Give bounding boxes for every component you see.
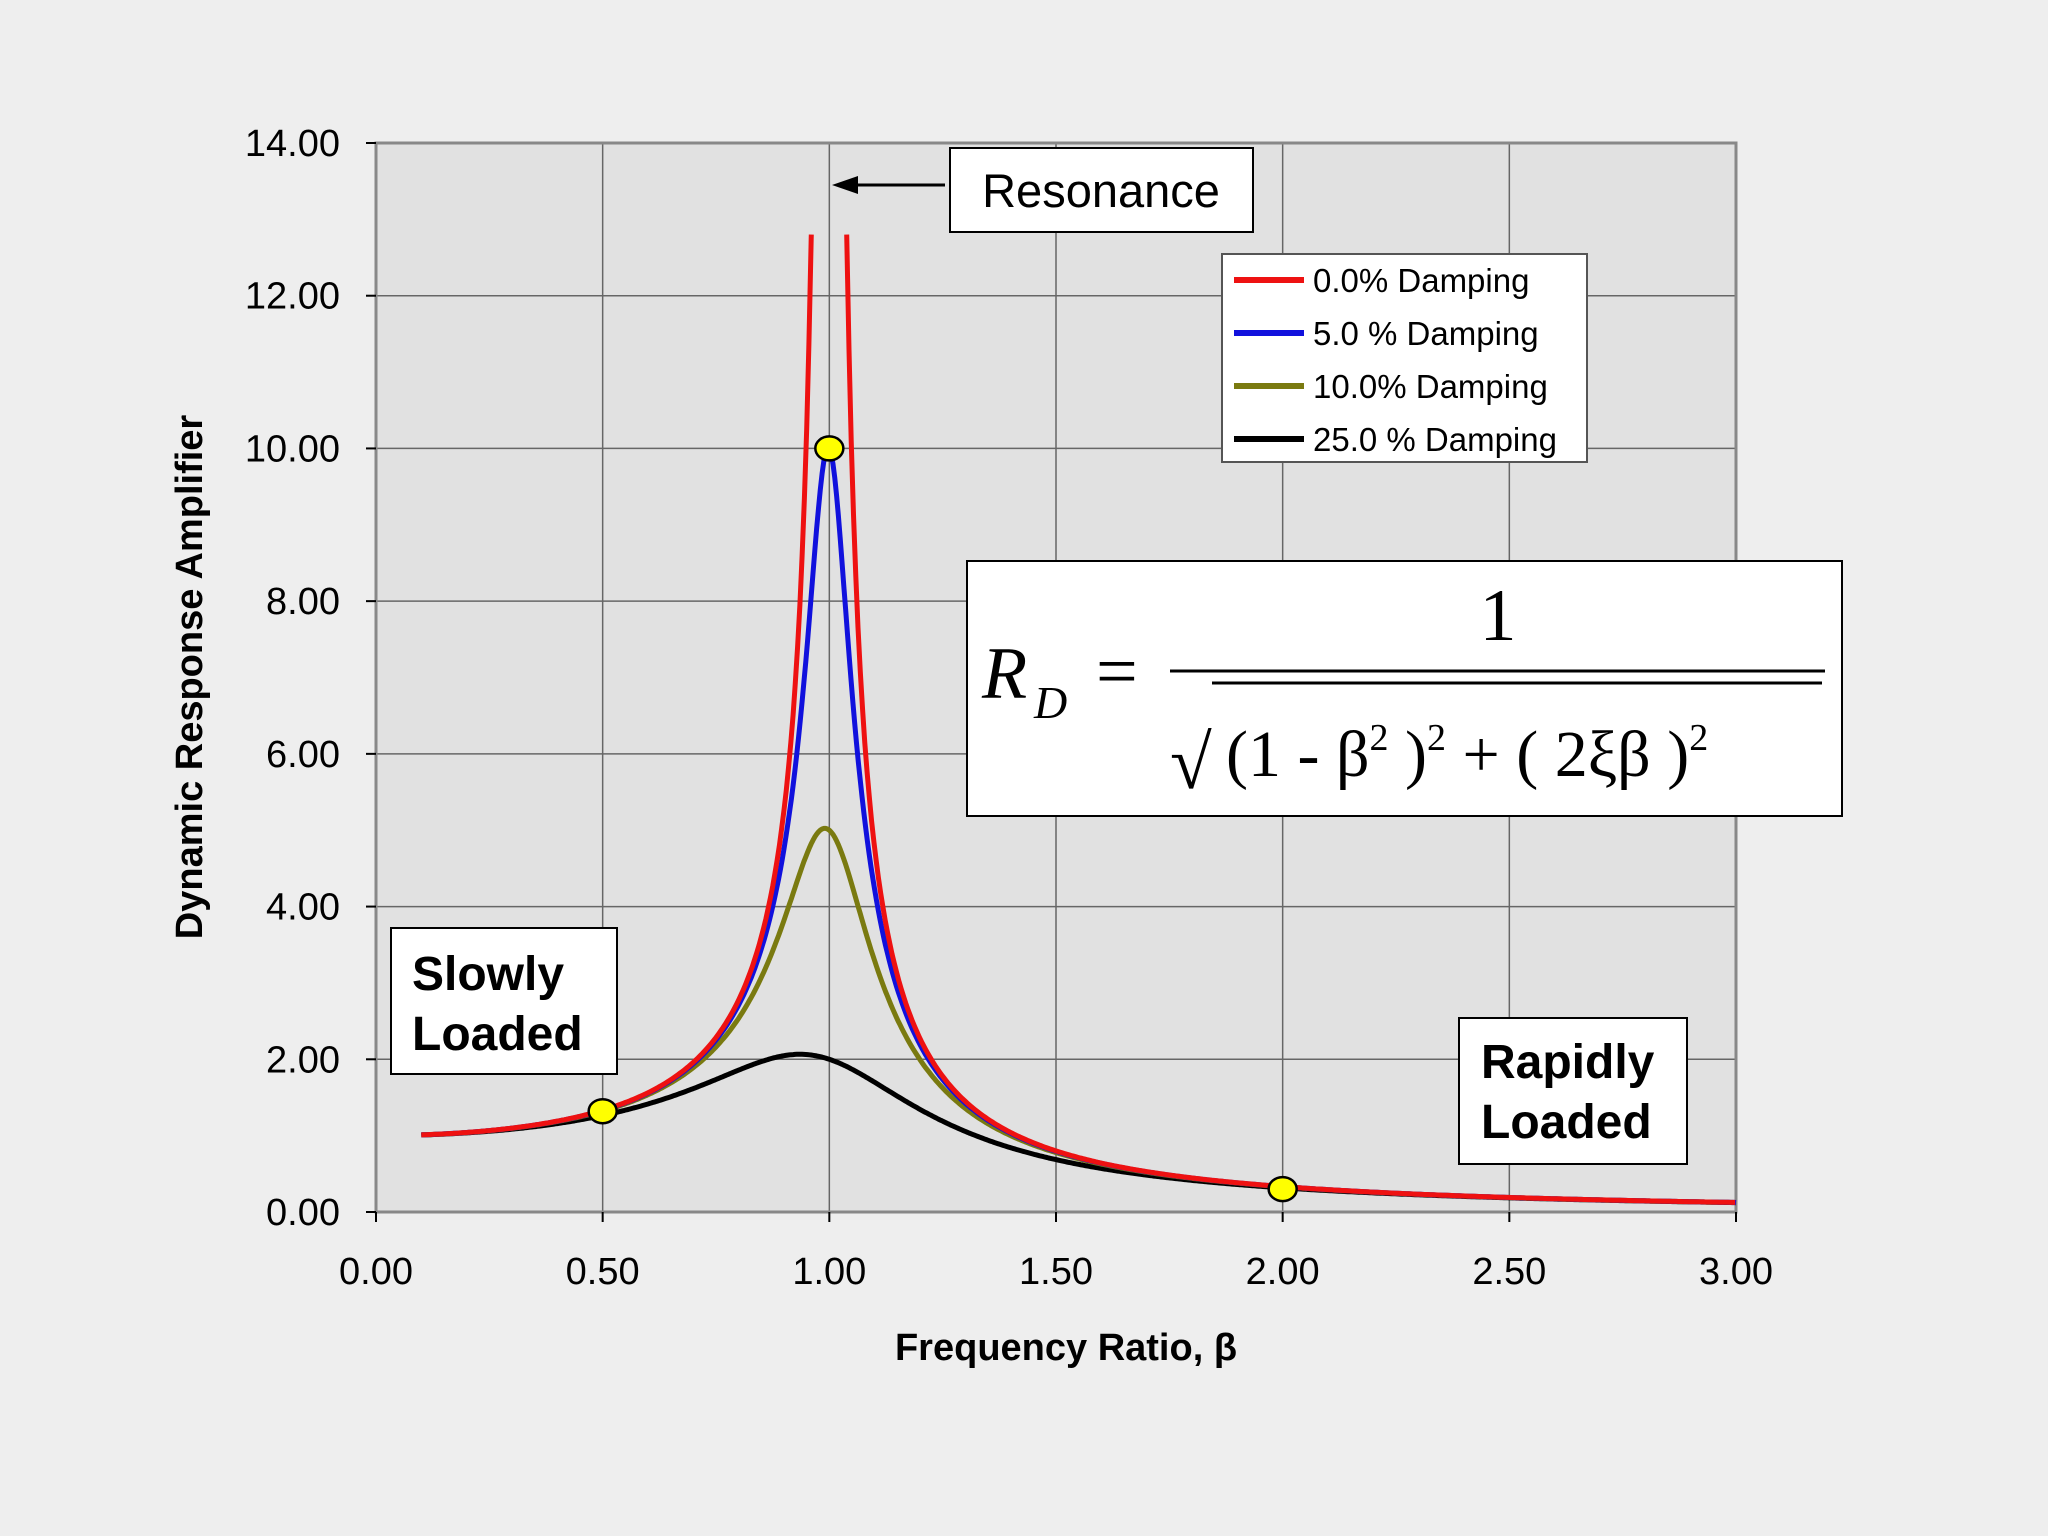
legend-label-2: 10.0% Damping	[1313, 368, 1548, 405]
slowly-loaded-box	[390, 927, 618, 1075]
y-tick-label: 12.00	[245, 276, 340, 318]
legend-label-3: 25.0 % Damping	[1313, 421, 1557, 458]
x-tick-label: 1.00	[792, 1251, 866, 1293]
y-tick-label: 4.00	[266, 887, 340, 929]
resonance-box	[949, 147, 1254, 233]
formula-denominator: (1 - β2 )2 + ( 2ξβ )2	[1226, 717, 1708, 791]
rapidly-loaded-box	[1458, 1017, 1688, 1165]
markers	[587, 435, 1298, 1203]
slowly-loaded-line1: Slowly	[412, 948, 564, 1001]
y-tick-label: 10.00	[245, 428, 340, 470]
formula-term1-close: )	[1389, 718, 1427, 791]
y-tick-label: 2.00	[266, 1039, 340, 1081]
resonance-label: Resonance	[982, 164, 1220, 217]
formula-term2-pow: 2	[1689, 717, 1708, 759]
x-tick-label: 0.50	[566, 1251, 640, 1293]
formula-plus-term2: + ( 2ξβ )	[1446, 718, 1689, 791]
slowly-loaded-line2: Loaded	[412, 1008, 583, 1061]
x-tick-label: 3.00	[1699, 1251, 1773, 1293]
formula-box: R D = 1 √ (1 - β2 )2 + ( 2ξβ )2	[966, 560, 1843, 817]
y-tick-label: 6.00	[266, 734, 340, 776]
y-tick-label: 8.00	[266, 581, 340, 623]
y-axis-label: Dynamic Response Amplifier	[169, 415, 211, 940]
formula-term1: (1 - β	[1226, 718, 1370, 791]
y-tick-label: 0.00	[266, 1192, 340, 1234]
rapidly-loaded-callout: Rapidly Loaded	[1458, 1017, 1688, 1165]
marker-0	[587, 1097, 618, 1125]
formula-numerator: 1	[1480, 575, 1517, 657]
formula-lhs-sub: D	[1033, 677, 1067, 728]
x-tick-label: 2.50	[1472, 1251, 1546, 1293]
series-line-0-left	[421, 234, 814, 1138]
x-axis-label: Frequency Ratio, β	[895, 1327, 1237, 1369]
formula-sqrt: √	[1170, 721, 1212, 805]
resonance-callout: Resonance	[832, 147, 1254, 233]
x-tick-label: 0.00	[339, 1251, 413, 1293]
axis-ticks: 0.00 0.50 1.00 1.50 2.00 2.50 3.00 0.00 2.00 4.00…	[245, 123, 1773, 1293]
formula-equals: =	[1096, 631, 1138, 713]
legend-box	[1221, 253, 1588, 463]
formula-background	[966, 560, 1843, 817]
y-tick-label: 14.00	[245, 123, 340, 165]
rapidly-loaded-line1: Rapidly	[1481, 1036, 1655, 1089]
formula-term1-sq: 2	[1370, 717, 1389, 759]
marker-2	[1267, 1175, 1298, 1203]
formula-term1-pow: 2	[1427, 717, 1446, 759]
x-tick-label: 1.50	[1019, 1251, 1093, 1293]
rapidly-loaded-line2: Loaded	[1481, 1096, 1652, 1149]
formula-lhs: R	[981, 633, 1027, 715]
legend-label-0: 0.0% Damping	[1313, 262, 1529, 299]
slowly-loaded-callout: Slowly Loaded	[390, 927, 618, 1075]
marker-1	[814, 435, 845, 462]
legend: 0.0% Damping 5.0 % Damping 10.0% Damping 25…	[1221, 253, 1588, 463]
resonance-arrow-head	[832, 176, 858, 194]
x-tick-label: 2.00	[1246, 1251, 1320, 1293]
legend-label-1: 5.0 % Damping	[1313, 315, 1539, 352]
